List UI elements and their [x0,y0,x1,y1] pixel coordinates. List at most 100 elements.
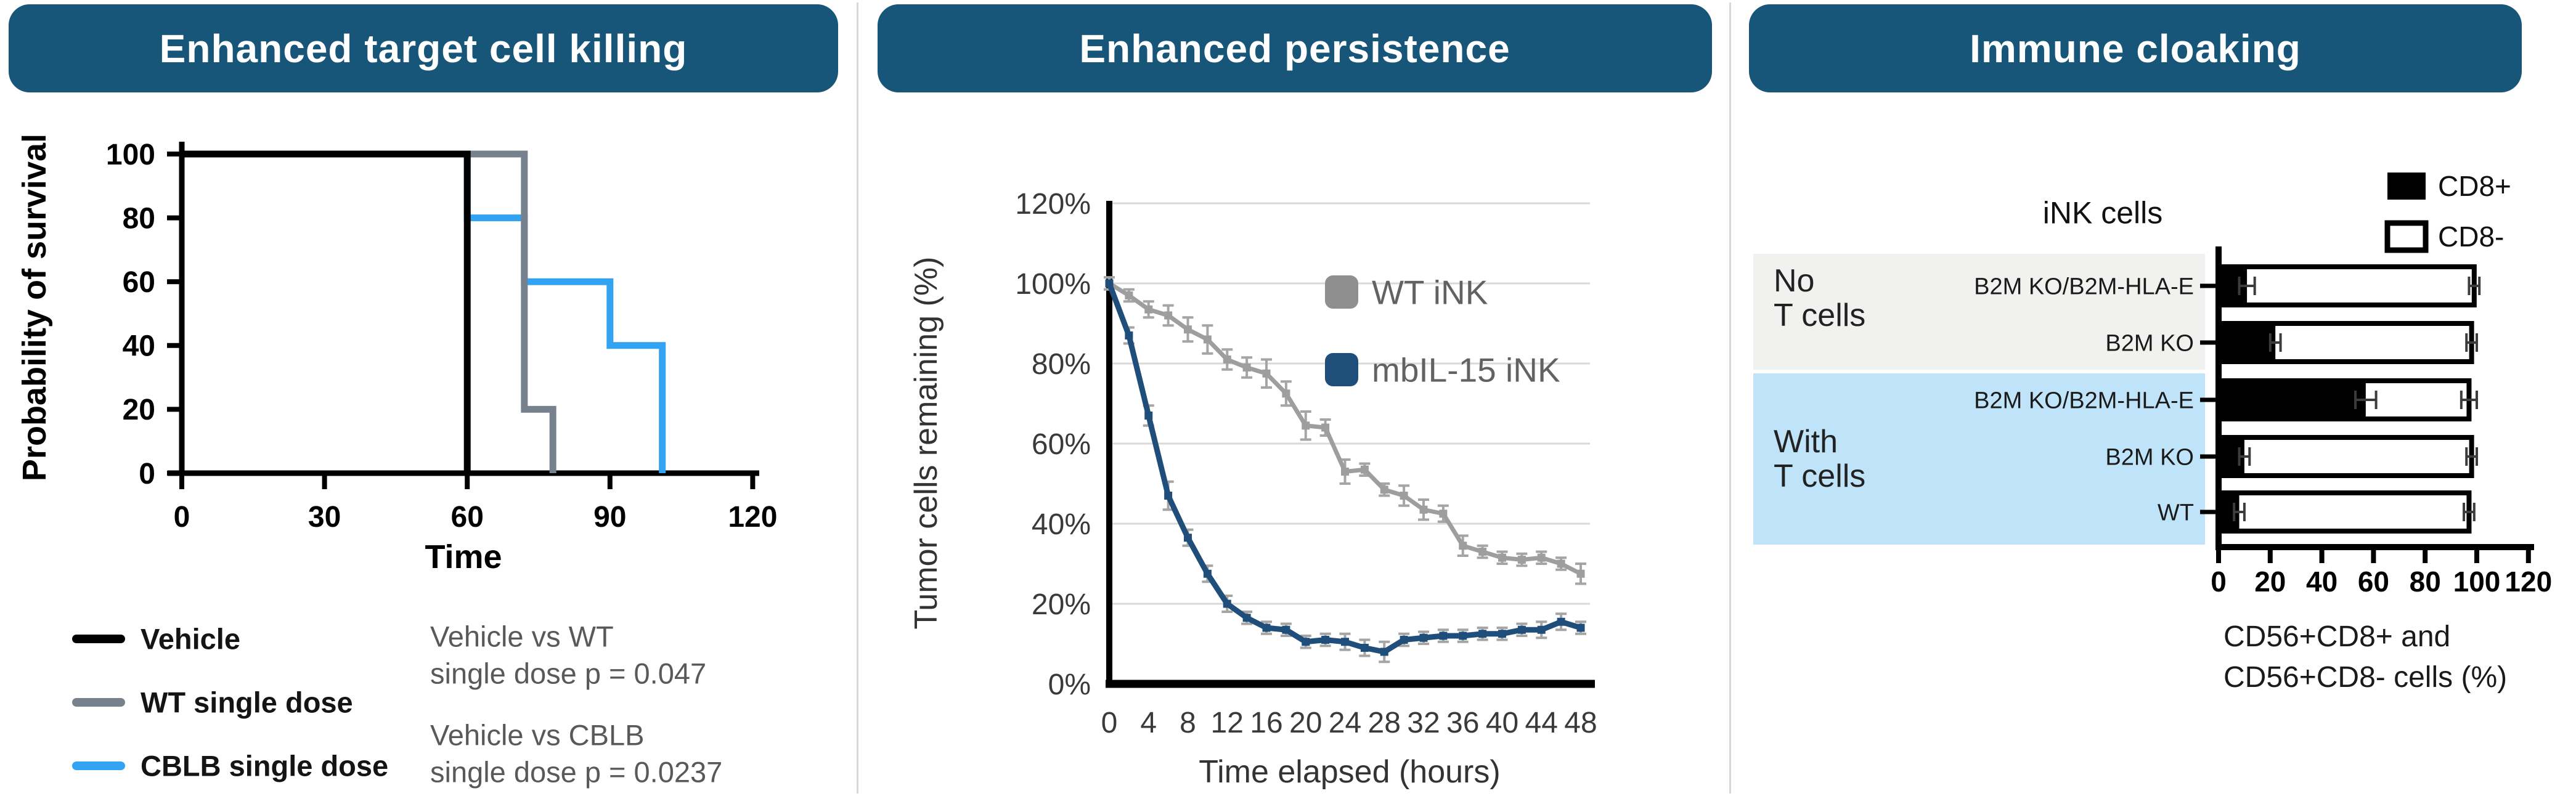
bar-row-label: B2M KO/B2M-HLA-E [1974,274,2194,299]
series-marker [1419,505,1428,514]
cd8-neg-legend-label: CD8- [2438,221,2504,253]
persist-x-tick-label: 8 [1180,707,1196,739]
panel-divider [1729,2,1731,794]
series-marker [1459,632,1467,640]
series-marker [1419,633,1428,642]
cd8-pos-legend-label: CD8+ [2438,170,2511,202]
bars-x-tick-label: 20 [2254,566,2286,598]
km-y-tick-label: 80 [123,202,155,235]
persist-x-tick-label: 0 [1101,707,1118,739]
tumor-cells-line-chart: 0%20%40%60%80%100%120%0 4 8 12 16 20 24 28 32 36 4… [908,188,1597,790]
persist-x-tick-label: 4 [1140,707,1157,739]
series-marker [1105,279,1114,288]
bars-x-tick-label: 40 [2306,566,2338,598]
km-stats-text: Vehicle vs WT [430,620,614,652]
bar-row-label: B2M KO/B2M-HLA-E [1974,388,2194,413]
no-tcells-group-bg [1753,254,2205,370]
persist-x-tick-label: 16 [1250,707,1282,739]
series-marker [1380,485,1388,494]
series-marker [1400,492,1408,500]
km-stats-text: Vehicle vs CBLB [430,718,644,751]
km-y-tick-label: 100 [106,139,155,171]
persist-x-tick-label: 20 [1289,707,1322,739]
km-x-tick-label: 90 [593,501,626,534]
series-marker [1498,630,1506,638]
cd8-neg-bar [2216,435,2474,478]
persist-series-wt-ink [1104,276,1586,585]
persist-y-tick-label: 20% [1032,588,1091,621]
series-marker [1341,638,1349,646]
series-marker [1203,569,1212,578]
persist-y-tick-label: 80% [1032,348,1091,381]
series-marker [1223,355,1231,363]
persist-y-tick-label: 40% [1032,508,1091,541]
km-legend-label: WT single dose [141,686,353,718]
km-y-tick-label: 60 [123,266,155,299]
km-x-tick-label: 120 [728,501,777,534]
persist-x-axis-title: Time elapsed (hours) [1199,754,1500,790]
persist-x-tick-label: 36 [1446,707,1479,739]
km-x-axis-title: Time [425,538,502,575]
series-marker [1203,335,1212,344]
bars-x-tick-label: 0 [2211,566,2227,598]
km-x-tick-label: 60 [451,501,484,534]
series-marker [1537,553,1546,562]
bars-x-tick-label: 80 [2410,566,2441,598]
series-marker [1164,492,1173,500]
persist-y-tick-label: 100% [1015,268,1091,301]
km-stats-text: single dose p = 0.0237 [430,755,722,788]
bar-row-label: WT [2158,500,2194,526]
series-marker [1302,638,1310,646]
panel-header-target-cell-killing: Enhanced target cell killing [9,4,838,92]
series-marker [1498,553,1506,562]
group-label: T cells [1774,298,1865,333]
cd8-neg-bar [2216,264,2477,307]
persist-legend-swatch [1325,275,1358,309]
series-marker [1459,542,1467,550]
persist-y-tick-label: 60% [1032,428,1091,461]
km-y-axis-title: Probability of survival [16,134,53,481]
km-legend-label: Vehicle [141,622,240,655]
with-tcells-group-bg [1753,373,2205,545]
bars-x-axis-title: CD56+CD8+ and [2223,620,2450,653]
cd8-pos-bar [2219,323,2276,362]
persist-y-tick-label: 120% [1015,188,1091,221]
km-legend-swatch [72,698,125,707]
series-marker [1478,630,1487,638]
series-marker [1517,556,1526,564]
series-marker [1144,412,1153,420]
series-marker [1439,632,1448,640]
series-marker [1576,569,1585,578]
km-x-tick-label: 0 [174,501,190,534]
series-marker [1478,548,1487,556]
bars-x-tick-label: 100 [2453,566,2501,598]
series-marker [1144,305,1153,314]
cd8-neg-bar [2216,490,2472,534]
cd8-pos-legend-swatch [2387,173,2426,200]
persist-y-axis-title: Tumor cells remaining (%) [908,257,944,630]
series-marker [1537,625,1546,634]
persist-legend-label: mbIL-15 iNK [1372,351,1560,389]
series-marker [1184,325,1192,334]
persist-y-tick-label: 0% [1048,668,1091,701]
group-label: No [1774,263,1814,299]
series-marker [1321,423,1330,432]
persist-x-tick-label: 48 [1564,707,1597,739]
series-marker [1242,614,1251,622]
panel-title: Enhanced target cell killing [159,26,688,71]
persist-x-tick-label: 32 [1407,707,1440,739]
bars-chart-title: iNK cells [2043,196,2162,230]
km-axes [168,142,759,476]
panel-header-persistence: Enhanced persistence [878,4,1712,92]
series-marker [1262,369,1271,378]
series-marker [1439,510,1448,518]
series-marker [1400,636,1408,644]
km-curve-wt-single-dose [182,150,556,473]
persist-x-tick-label: 40 [1486,707,1518,739]
persist-series-mbil-15-ink [1104,276,1586,664]
persist-x-tick-label: 24 [1329,707,1361,739]
km-curve-vehicle [182,150,471,473]
group-label: With [1774,424,1838,460]
